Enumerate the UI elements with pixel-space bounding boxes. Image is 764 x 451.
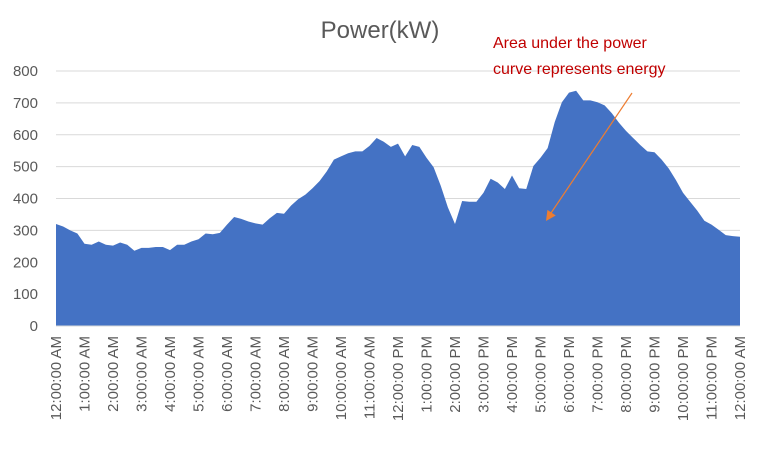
x-axis-ticks: 12:00:00 AM 1:00:00 AM 2:00:00 AM 3:00:00 A… [48, 336, 749, 421]
annotation: Area under the power curve represents en… [493, 35, 666, 221]
y-tick-label: 0 [30, 318, 38, 335]
y-tick-label: 200 [13, 254, 38, 271]
y-tick-label: 700 [13, 95, 38, 112]
x-tick-label: 9:00:00 AM [305, 336, 322, 412]
annotation-arrowhead [546, 209, 556, 221]
annotation-line-2: curve represents energy [493, 61, 666, 78]
x-tick-label: 5:00:00 AM [191, 336, 208, 412]
area-series [56, 90, 740, 326]
annotation-line-1: Area under the power [493, 35, 648, 52]
x-tick-label: 5:00:00 PM [533, 336, 550, 413]
x-tick-label: 9:00:00 PM [647, 336, 664, 413]
x-tick-label: 3:00:00 PM [476, 336, 493, 413]
x-tick-label: 4:00:00 PM [504, 336, 521, 413]
area-series-0 [56, 90, 740, 326]
x-tick-label: 12:00:00 AM [732, 336, 749, 420]
y-tick-label: 400 [13, 191, 38, 208]
x-tick-label: 11:00:00 AM [362, 336, 379, 419]
x-tick-label: 7:00:00 PM [590, 336, 607, 413]
x-tick-label: 6:00:00 AM [219, 336, 236, 412]
x-tick-label: 1:00:00 PM [419, 336, 436, 413]
x-tick-label: 7:00:00 AM [248, 336, 265, 412]
x-tick-label: 10:00:00 AM [333, 336, 350, 420]
x-tick-label: 3:00:00 AM [134, 336, 151, 412]
x-tick-label: 12:00:00 PM [390, 336, 407, 421]
x-tick-label: 10:00:00 PM [675, 336, 692, 421]
y-tick-label: 100 [13, 286, 38, 303]
y-tick-label: 600 [13, 127, 38, 144]
x-tick-label: 1:00:00 AM [77, 336, 94, 412]
x-tick-label: 6:00:00 PM [561, 336, 578, 413]
x-tick-label: 2:00:00 PM [447, 336, 464, 413]
chart-title: Power(kW) [321, 17, 440, 44]
y-tick-label: 300 [13, 222, 38, 239]
y-tick-label: 500 [13, 159, 38, 176]
x-tick-label: 11:00:00 PM [704, 336, 721, 420]
y-axis-ticks: 0 100 200 300 400 500 600 700 800 [13, 63, 38, 335]
x-tick-label: 4:00:00 AM [162, 336, 179, 412]
x-tick-label: 12:00:00 AM [48, 336, 65, 420]
x-tick-label: 2:00:00 AM [105, 336, 122, 412]
x-tick-label: 8:00:00 PM [618, 336, 635, 413]
x-tick-label: 8:00:00 AM [276, 336, 293, 412]
y-tick-label: 800 [13, 63, 38, 80]
annotation-arrow-line [548, 92, 633, 217]
